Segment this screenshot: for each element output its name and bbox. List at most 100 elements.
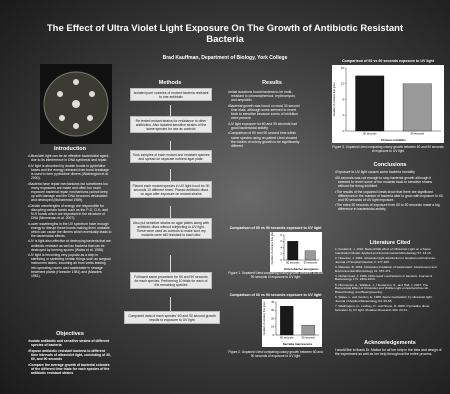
flow-arrow: [170, 141, 171, 150]
list-item: 4. Muhammad, J. 1989. DNA repair mechani…: [335, 273, 433, 282]
method-step: Placed each mutant species in UV light h…: [130, 181, 212, 199]
results-list: Initial isolations found bacteria to be …: [228, 90, 302, 149]
y-tick-label: 0: [281, 258, 283, 262]
list-item: 6. Wales, L. and Gordon, E. 1988. Spore …: [335, 295, 433, 303]
y-tick-label: 6: [281, 239, 283, 243]
disc: [89, 91, 95, 97]
section-heading: Methods: [158, 80, 182, 86]
list-item: Lower wavelengths in the UV spectrum hav…: [28, 222, 112, 238]
x-tick-label: 90 seconds: [411, 132, 425, 136]
x-tick-label: 90 seconds: [304, 261, 318, 265]
list-item: Initial isolations found bacteria to be …: [228, 90, 302, 102]
y-axis-label: Number of colonies that grew: [270, 232, 274, 264]
introduction-list: Ultraviolet light can be an effective ba…: [28, 154, 112, 279]
method-step: Compared data of each species' 60 and 90…: [124, 311, 220, 325]
section-heading: Conclusions: [373, 162, 407, 168]
list-item: Isolate antibiotic and sensitive strains…: [28, 339, 112, 347]
figure-title: Comparison of 60 vs 90 seconds exposure …: [342, 59, 434, 63]
bar: [280, 305, 294, 336]
list-item: UV light exposure for 60 and 90 seconds …: [228, 122, 302, 130]
y-tick-label: 12: [341, 82, 344, 86]
y-axis-label: Number of colonies that grew: [332, 83, 336, 117]
list-item: UV is light also effective at destroying…: [28, 239, 112, 251]
flow-arrow: [170, 206, 171, 218]
bar: [301, 324, 315, 336]
y-tick-label: 0: [343, 129, 345, 133]
method-step: Isolated pure colonies of mutant bacteri…: [130, 88, 212, 102]
y-tick-label: 40: [271, 300, 274, 304]
list-item: The extra 30 seconds of exposure from 60…: [335, 203, 443, 211]
y-tick-label: 4: [343, 113, 345, 117]
list-item: UV light is absorbed by double bonds in …: [28, 164, 112, 180]
y-axis-label: Number of colonies that grew: [262, 302, 266, 336]
x-axis-label: Proteus mirabilis: [381, 138, 406, 142]
list-item: 60 seconds was not enough to stop bacter…: [335, 176, 443, 188]
flow-arrow: [170, 297, 171, 311]
method-step: Also put sensitive strains on agar plate…: [130, 218, 212, 240]
bar-chart: Number of colonies that grew 0 2 4 6 8 60 seco…: [270, 232, 322, 272]
flow-arrow: [170, 105, 171, 116]
y-tick-label: 10: [271, 325, 274, 329]
disc: [59, 115, 65, 121]
x-axis-label: Serratia marcescens: [283, 342, 313, 346]
y-tick-label: 0: [273, 333, 275, 337]
method-step: Took samples of each mutant and resistan…: [130, 150, 212, 164]
title: The Effect of Ultra Violet Light Exposur…: [46, 23, 404, 45]
disc: [57, 91, 63, 97]
figure-caption: Figure 2. Unpaired t-test comparing colo…: [228, 350, 323, 358]
disc: [73, 123, 79, 129]
x-axis-label: Enterobacter aerogenes: [284, 267, 319, 271]
petri-dish-photo: [40, 64, 112, 144]
flow-arrow: [170, 169, 171, 181]
section-heading: Literature Cited: [369, 240, 411, 246]
disc: [72, 100, 80, 108]
list-item: 5. Nimmenan, A., Wallace, J., Henderson,…: [335, 282, 429, 295]
authors: Brad Kauffman, Department of Biology, Yo…: [162, 55, 288, 61]
bar: [355, 75, 385, 132]
disc: [87, 115, 93, 121]
x-tick-label: 60 seconds: [280, 336, 294, 340]
x-tick-label: 60 seconds: [363, 132, 377, 136]
y-tick-label: 8: [343, 97, 345, 101]
literature-list: 1. Frederick, J. 1991. Bactericidal effe…: [335, 247, 443, 314]
disc: [73, 79, 79, 85]
list-item: Bacteria have repair mechanisms but some…: [28, 182, 112, 202]
section-heading: Objectives: [56, 331, 84, 337]
list-item: Bacterial growth was found on most 30 se…: [228, 104, 302, 120]
list-item: 7. Washington, D., Lindsey, D., and Ston…: [335, 304, 430, 312]
y-tick-label: 20: [271, 316, 274, 320]
list-item: 1. Frederick, J. 1991. Bactericidal effe…: [335, 247, 432, 255]
bar: [287, 241, 299, 261]
figure-caption: Figure 3. Unpaired t-test comparing colo…: [332, 145, 444, 153]
figure-title: Comparison of 60 vs 90 seconds exposure …: [229, 293, 322, 297]
figure-title: Comparison of 60 vs 90 seconds exposure …: [229, 226, 322, 230]
x-tick-label: 90 seconds: [302, 336, 316, 340]
bar: [304, 250, 316, 261]
conclusions-list: Exposure to UV light causes some bacteri…: [335, 170, 443, 213]
y-tick-label: 2: [281, 252, 283, 256]
section-heading: Results: [262, 80, 282, 86]
bar-chart: Number of colonies that grew 0 4 8 12 16 60 se…: [332, 65, 444, 143]
bar-chart: Number of colonies that grew 0 10 20 30 40 60 …: [262, 299, 322, 347]
list-item: Exposure to UV light causes some bacteri…: [335, 170, 443, 174]
section-heading: Acknowledgements: [364, 340, 416, 346]
y-tick-label: 8: [281, 233, 283, 237]
y-tick-label: 30: [271, 308, 274, 312]
bar: [402, 83, 432, 132]
list-item: Ultraviolet light can be an effective ba…: [28, 154, 112, 162]
method-step: Followed same procedure for 60 and 90 se…: [130, 272, 212, 290]
method-step: Re-tested mutant strains for resistance …: [130, 116, 212, 134]
list-item: Expose antibiotic resistant bacteria to …: [28, 349, 112, 361]
list-item: Compare the average growth of bacterial …: [28, 363, 112, 375]
acknowledgements-text: I would like to thank Dr. Mattox for all…: [335, 348, 442, 357]
list-item: The results of the unpaired t-tests show…: [335, 190, 443, 202]
x-tick-label: 60 seconds: [286, 261, 300, 265]
objectives-list: Isolate antibiotic and sensitive strains…: [28, 339, 112, 376]
flow-arrow: [170, 255, 171, 272]
figure-caption: Figure 1. Unpaired t-test comparing colo…: [228, 271, 323, 279]
y-tick-label: 4: [281, 245, 283, 249]
list-item: UV light is becoming very popular as a s…: [28, 253, 112, 277]
y-tick-label: 16: [341, 66, 344, 70]
